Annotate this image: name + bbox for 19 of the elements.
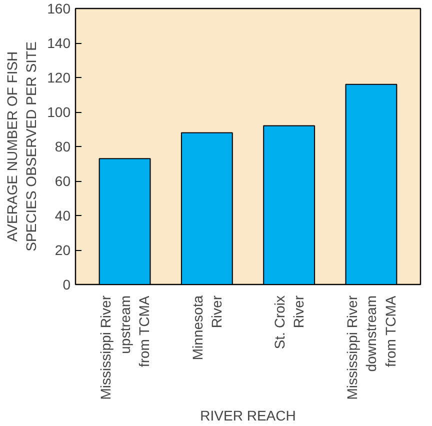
bar [180,132,233,284]
bar [98,158,151,284]
y-tick-label: 160 [47,0,71,16]
x-tick-label: Mississippi River downstream from TCMA [344,295,398,400]
y-axis-title: AVERAGE NUMBER OF FISH SPECIES OBSERVED PER SITE [4,42,40,252]
bar [345,84,398,284]
y-tick-label: 80 [54,138,71,154]
y-tick-label: 140 [47,35,71,51]
y-tick-label: 0 [62,276,71,292]
x-tick-label: Mississippi River upstream from TCMA [98,295,152,400]
bar [263,125,316,284]
y-tick-label: 60 [54,173,71,189]
y-tick-label: 20 [54,242,71,258]
x-tick-label: St. Croix River [271,295,307,350]
x-tick-label: Minnesota River [189,295,225,360]
x-axis-title: RIVER REACH [200,408,296,424]
y-tick-label: 120 [47,70,71,86]
y-tick-label: 100 [47,104,71,120]
y-tick-label: 40 [54,208,71,224]
